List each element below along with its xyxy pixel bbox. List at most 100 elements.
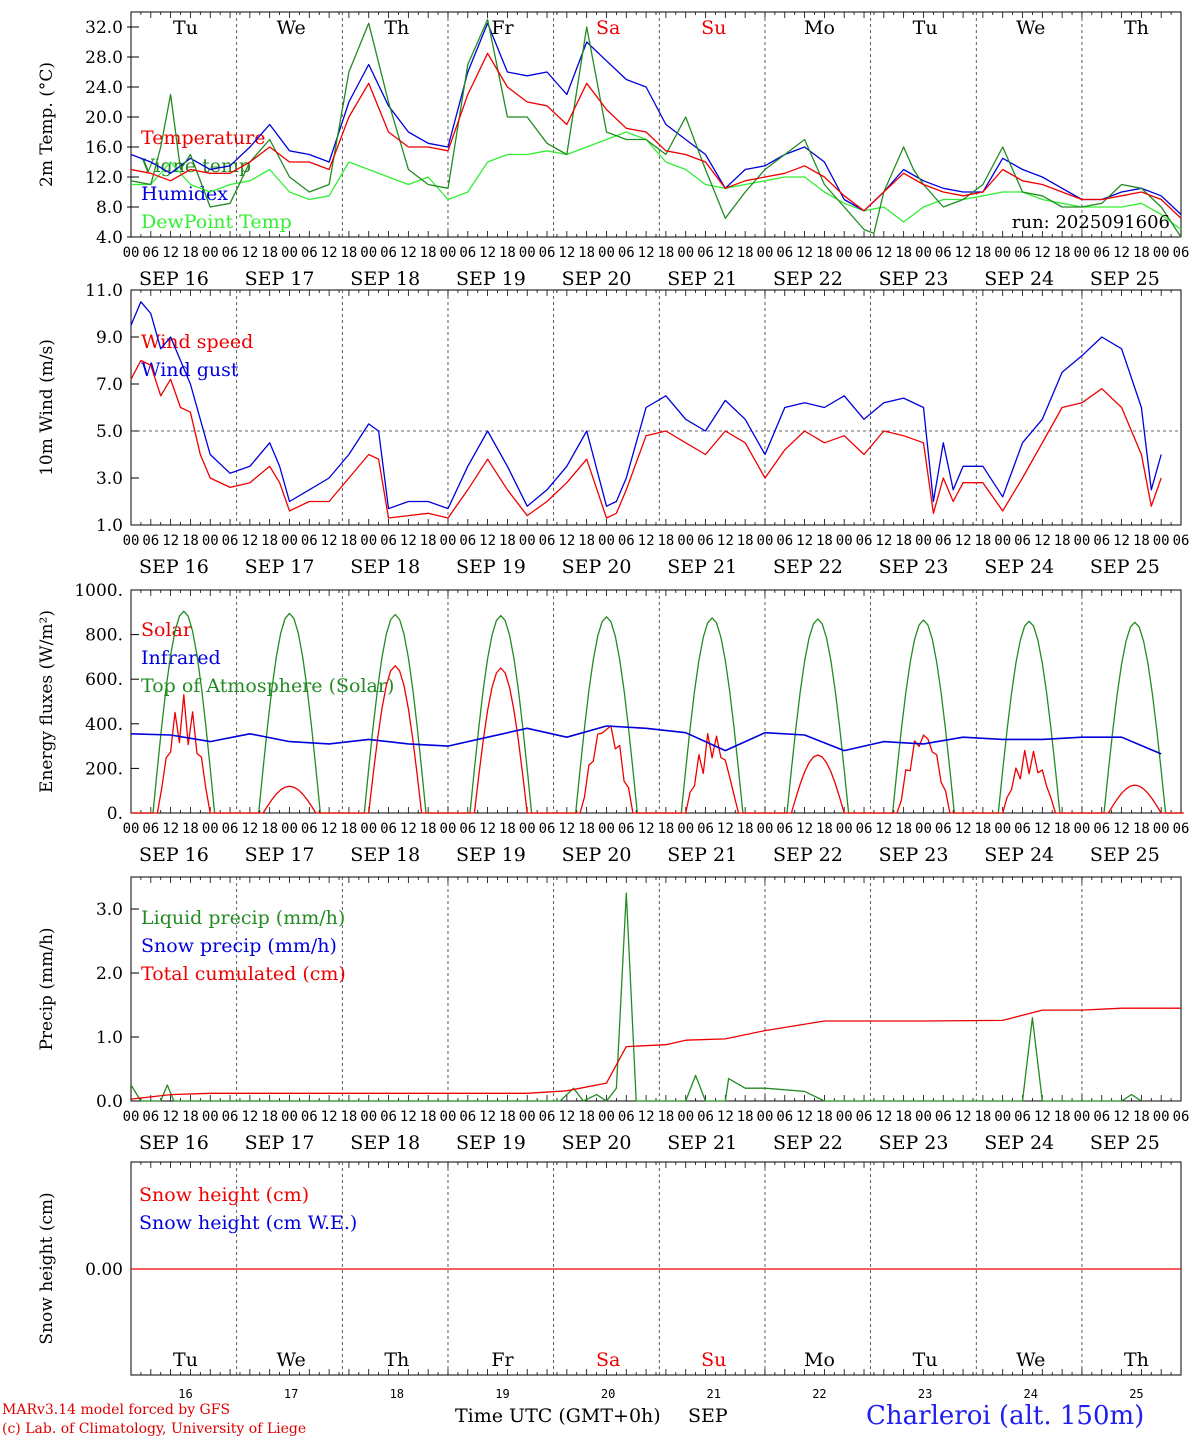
hour-tick-label: 00: [360, 533, 377, 549]
hour-tick-label: 06: [539, 1109, 556, 1125]
hour-tick-label: 00: [1153, 245, 1170, 261]
legend-total-cumulated-cm-: Total cumulated (cm): [141, 963, 346, 985]
hour-tick-label: 18: [974, 533, 991, 549]
hour-tick-label: 12: [479, 1109, 496, 1125]
legend-wind-gust: Wind gust: [141, 359, 239, 381]
hour-tick-label: 00: [598, 1109, 615, 1125]
weekday-top-Tu: Tu: [173, 17, 198, 39]
hour-tick-label: 00: [440, 821, 457, 837]
hour-tick-label: 00: [440, 245, 457, 261]
hour-tick-label: 00: [202, 245, 219, 261]
hour-tick-label: 06: [222, 1109, 239, 1125]
y-tick-label: 200.: [85, 759, 123, 779]
hour-tick-label: 12: [321, 821, 338, 837]
date-label: SEP 24: [984, 844, 1054, 866]
date-label: SEP 21: [667, 1132, 737, 1154]
legend-liquid-precip-mm-h-: Liquid precip (mm/h): [141, 907, 345, 929]
hour-tick-label: 18: [340, 245, 357, 261]
hour-tick-label: 00: [1074, 533, 1091, 549]
model-credit: MARv3.14 model forced by GFS: [2, 1402, 231, 1418]
y-tick-label: 12.0: [85, 168, 123, 188]
hour-tick-label: 06: [776, 245, 793, 261]
y-tick-label: 0.0: [96, 1092, 123, 1112]
hour-tick-label: 06: [618, 821, 635, 837]
hour-tick-label: 12: [241, 245, 258, 261]
date-label: SEP 19: [456, 556, 526, 578]
hour-tick-label: 18: [1054, 245, 1071, 261]
y-tick-label: 5.0: [96, 422, 123, 442]
y-tick-label: 1.0: [96, 1028, 123, 1048]
hour-tick-label: 12: [638, 245, 655, 261]
date-label: SEP 18: [350, 844, 420, 866]
day-number: 18: [390, 1387, 404, 1401]
hour-tick-label: 18: [261, 1109, 278, 1125]
hour-tick-label: 06: [776, 1109, 793, 1125]
hour-tick-label: 00: [757, 533, 774, 549]
hour-tick-label: 06: [380, 245, 397, 261]
series-humidex: [130, 22, 1182, 215]
hour-tick-label: 18: [578, 533, 595, 549]
day-number: 24: [1024, 1387, 1038, 1401]
weekday-top-Sa: Sa: [596, 17, 620, 39]
day-number: 17: [284, 1387, 298, 1401]
hour-tick-label: 06: [380, 821, 397, 837]
weekday-top-We: We: [277, 17, 306, 39]
y-tick-label: 24.0: [85, 78, 123, 98]
date-label: SEP 20: [562, 844, 632, 866]
day-number: 25: [1129, 1387, 1143, 1401]
day-number: 22: [812, 1387, 826, 1401]
hour-tick-label: 06: [618, 1109, 635, 1125]
hour-tick-label: 12: [875, 245, 892, 261]
date-label: SEP 20: [562, 268, 632, 290]
hour-tick-label: 00: [440, 1109, 457, 1125]
hour-tick-label: 18: [420, 821, 437, 837]
date-label: SEP 19: [456, 1132, 526, 1154]
hour-tick-label: 06: [1173, 821, 1190, 837]
hour-tick-label: 00: [757, 821, 774, 837]
hour-tick-label: 06: [776, 821, 793, 837]
date-label: SEP 18: [350, 268, 420, 290]
hour-tick-label: 18: [895, 533, 912, 549]
hour-tick-label: 12: [1034, 533, 1051, 549]
hour-tick-label: 00: [994, 533, 1011, 549]
hour-tick-label: 00: [123, 1109, 140, 1125]
hour-tick-label: 00: [281, 245, 298, 261]
hour-tick-label: 12: [1034, 821, 1051, 837]
hour-tick-label: 06: [1014, 821, 1031, 837]
station-name: Charleroi (alt. 150m): [866, 1401, 1145, 1431]
y-tick-label: 4.0: [96, 228, 123, 248]
y-tick-label: 1000.: [74, 581, 123, 601]
hour-tick-label: 06: [935, 1109, 952, 1125]
hour-tick-label: 00: [123, 821, 140, 837]
hour-tick-label: 06: [1093, 821, 1110, 837]
hour-tick-label: 00: [123, 245, 140, 261]
weekday-top-Mo: Mo: [804, 17, 835, 39]
hour-tick-label: 18: [578, 821, 595, 837]
hour-tick-label: 18: [816, 821, 833, 837]
y-axis-label-0: 2m Temp. (°C): [37, 62, 57, 187]
hour-tick-label: 06: [1173, 533, 1190, 549]
date-label: SEP 23: [879, 1132, 949, 1154]
hour-tick-label: 06: [301, 1109, 318, 1125]
hour-tick-label: 00: [915, 1109, 932, 1125]
hour-tick-label: 12: [479, 821, 496, 837]
hour-tick-label: 12: [558, 821, 575, 837]
hour-tick-label: 18: [499, 533, 516, 549]
hour-tick-label: 06: [301, 245, 318, 261]
weekday-bottom-Sa: Sa: [596, 1349, 620, 1371]
date-label: SEP 21: [667, 556, 737, 578]
y-tick-label: 8.0: [96, 198, 123, 218]
hour-tick-label: 18: [420, 533, 437, 549]
date-label: SEP 20: [562, 1132, 632, 1154]
date-label: SEP 16: [139, 268, 209, 290]
date-label: SEP 23: [879, 268, 949, 290]
hour-tick-label: 12: [241, 1109, 258, 1125]
hour-tick-label: 18: [737, 533, 754, 549]
hour-tick-label: 00: [281, 1109, 298, 1125]
legend-humidex: Humidex: [141, 183, 228, 205]
hour-tick-label: 18: [182, 245, 199, 261]
date-label: SEP 22: [773, 844, 843, 866]
panel-frame-1: [130, 289, 1182, 526]
hour-tick-label: 12: [638, 533, 655, 549]
hour-tick-label: 06: [856, 1109, 873, 1125]
